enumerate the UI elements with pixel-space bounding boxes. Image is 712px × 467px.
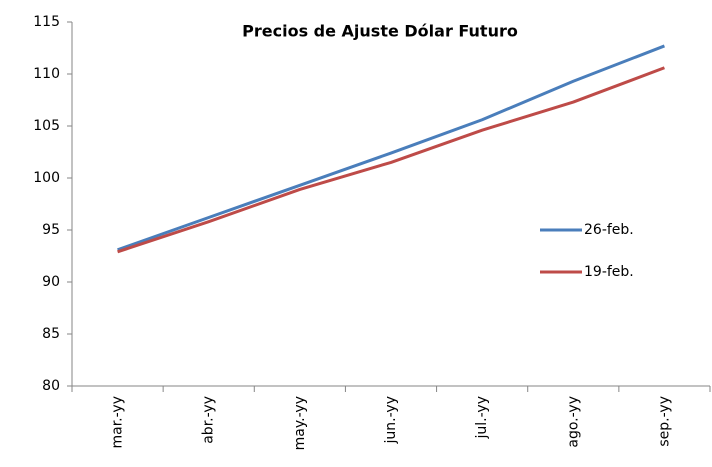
- x-tick-label: sep.-yy: [656, 396, 672, 447]
- x-tick-label: jul.-yy: [474, 396, 490, 439]
- x-tick-label: mar.-yy: [110, 396, 126, 449]
- chart-title: Precios de Ajuste Dólar Futuro: [242, 22, 518, 41]
- y-tick-label: 100: [33, 170, 60, 186]
- x-tick-label: ago.-yy: [565, 396, 581, 448]
- x-tick-label: may.-yy: [292, 396, 308, 450]
- y-tick-label: 115: [33, 14, 60, 30]
- y-tick-label: 110: [33, 66, 60, 82]
- x-tick-label: abr.-yy: [201, 396, 217, 444]
- x-tick-label: jun.-yy: [383, 396, 399, 444]
- y-tick-label: 80: [42, 378, 60, 394]
- y-tick-label: 90: [42, 274, 60, 290]
- legend-label: 19-feb.: [584, 264, 634, 280]
- line: [117, 44, 665, 252]
- legend-label: 26-feb.: [584, 222, 634, 238]
- y-tick-label: 105: [33, 118, 60, 134]
- y-tick-label: 85: [42, 326, 60, 342]
- y-tick-label: 95: [42, 222, 60, 238]
- line: [117, 66, 665, 254]
